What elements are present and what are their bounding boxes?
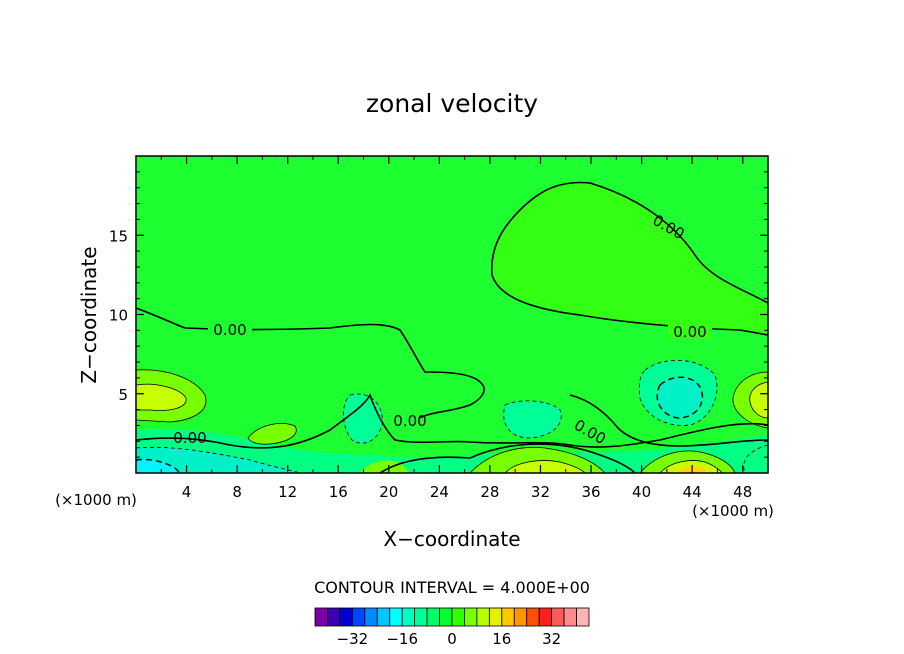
contour-lines [136, 181, 768, 473]
contour-label-bg-2 [668, 322, 712, 340]
contour-dashed-4 [656, 376, 704, 419]
colorbar-swatch [488, 607, 503, 627]
field-negative-peak-left [136, 459, 180, 473]
colorbar-swatch [538, 607, 553, 627]
contour-label-1: 0.00 [213, 321, 246, 339]
contour-label-bg-1 [208, 320, 252, 338]
contour-thin-1 [136, 369, 207, 423]
contour-thin-6 [639, 450, 736, 473]
x-tick-label: 20 [379, 483, 398, 501]
colorbar-swatch [464, 607, 478, 627]
chart-title: zonal velocity [366, 89, 538, 118]
contour-dashed-6 [503, 400, 562, 439]
contour-thin-2 [136, 383, 187, 411]
contour-zero-bottom [379, 443, 636, 473]
x-axis: 4 8 12 16 20 24 28 32 36 40 44 48 [160, 156, 752, 501]
x-tick-label: 12 [278, 483, 297, 501]
colorbar-swatch [513, 607, 528, 627]
x-tick-label: 40 [632, 483, 651, 501]
colorbar: −32 −16 0 16 32 [314, 607, 590, 648]
x-tick-label: 36 [581, 483, 600, 501]
field-positive-core-right [749, 382, 768, 418]
contour-field [136, 156, 768, 473]
x-tick-label: 4 [182, 483, 192, 501]
colorbar-swatch [501, 607, 515, 627]
contour-interval-text: CONTOUR INTERVAL = 4.000E+00 [314, 578, 590, 597]
x-tick-label: 28 [480, 483, 499, 501]
colorbar-swatch [401, 607, 416, 627]
x-tick-label: 8 [232, 483, 242, 501]
colorbar-swatch [563, 607, 577, 627]
colorbar-swatch [389, 607, 403, 627]
contour-thin-5 [504, 460, 586, 473]
field-positive-peak-44 [675, 465, 708, 473]
field-negative-core-left [136, 447, 300, 473]
x-unit-right: (×1000 m) [692, 502, 774, 520]
contour-thin-9 [749, 381, 768, 419]
field-surface-band [136, 429, 768, 473]
colorbar-swatch [364, 607, 378, 627]
colorbar-swatch [351, 607, 366, 627]
contour-dashed-2 [136, 458, 181, 473]
x-tick-label: 24 [430, 483, 449, 501]
x-tick-label: 48 [733, 483, 752, 501]
field-positive-core-left [136, 384, 187, 411]
y-tick-label: 5 [118, 386, 128, 404]
x-tick-label: 44 [683, 483, 702, 501]
contour-dashed-5 [343, 393, 383, 444]
field-negative-blob-center [503, 400, 562, 438]
contour-thin-8 [732, 371, 768, 429]
colorbar-swatch [439, 607, 453, 627]
field-negative-blob-mid [343, 394, 383, 444]
contour-label-2: 0.00 [673, 323, 706, 341]
contour-dashed-7 [743, 444, 768, 473]
colorbar-swatch [327, 607, 341, 627]
x-unit-left: (×1000 m) [55, 491, 137, 509]
contour-zero-right [569, 394, 768, 447]
field-positive-max-20 [360, 460, 408, 473]
colorbar-swatch [526, 607, 540, 627]
colorbar-swatch [314, 607, 328, 627]
contour-thin-4 [469, 447, 606, 473]
x-tick-label: 16 [329, 483, 348, 501]
x-axis-label: X−coordinate [383, 527, 520, 551]
colorbar-tick-label: −16 [386, 630, 418, 648]
colorbar-swatch [451, 607, 465, 627]
colorbar-swatch [376, 607, 391, 627]
contour-thin-3 [247, 423, 297, 445]
colorbar-swatch [339, 607, 353, 627]
field-negative-core-right [657, 377, 703, 418]
contour-thin-7 [659, 460, 723, 473]
colorbar-swatch [426, 607, 440, 627]
contour-label-6: 0.00 [173, 429, 206, 447]
colorbar-swatch [476, 607, 490, 627]
colorbar-tick-label: 0 [447, 630, 457, 648]
y-axis-label: Z−coordinate [77, 246, 101, 383]
colorbar-tick-label: −32 [337, 630, 369, 648]
colorbar-swatch [414, 607, 428, 627]
colorbar-tick-label: 16 [492, 630, 511, 648]
y-tick-label: 15 [109, 227, 128, 245]
y-tick-label: 10 [109, 307, 128, 325]
contour-zero-main [136, 307, 485, 419]
contour-zero-dome [490, 181, 768, 336]
x-tick-label: 32 [531, 483, 550, 501]
y-axis: 5 10 15 [109, 171, 768, 458]
field-upper-region [136, 156, 768, 335]
contour-label-4: 0.00 [393, 412, 426, 430]
colorbar-swatch [576, 607, 590, 627]
contour-dashed-3 [638, 359, 718, 426]
colorbar-swatch [551, 607, 565, 627]
colorbar-tick-label: 32 [542, 630, 561, 648]
